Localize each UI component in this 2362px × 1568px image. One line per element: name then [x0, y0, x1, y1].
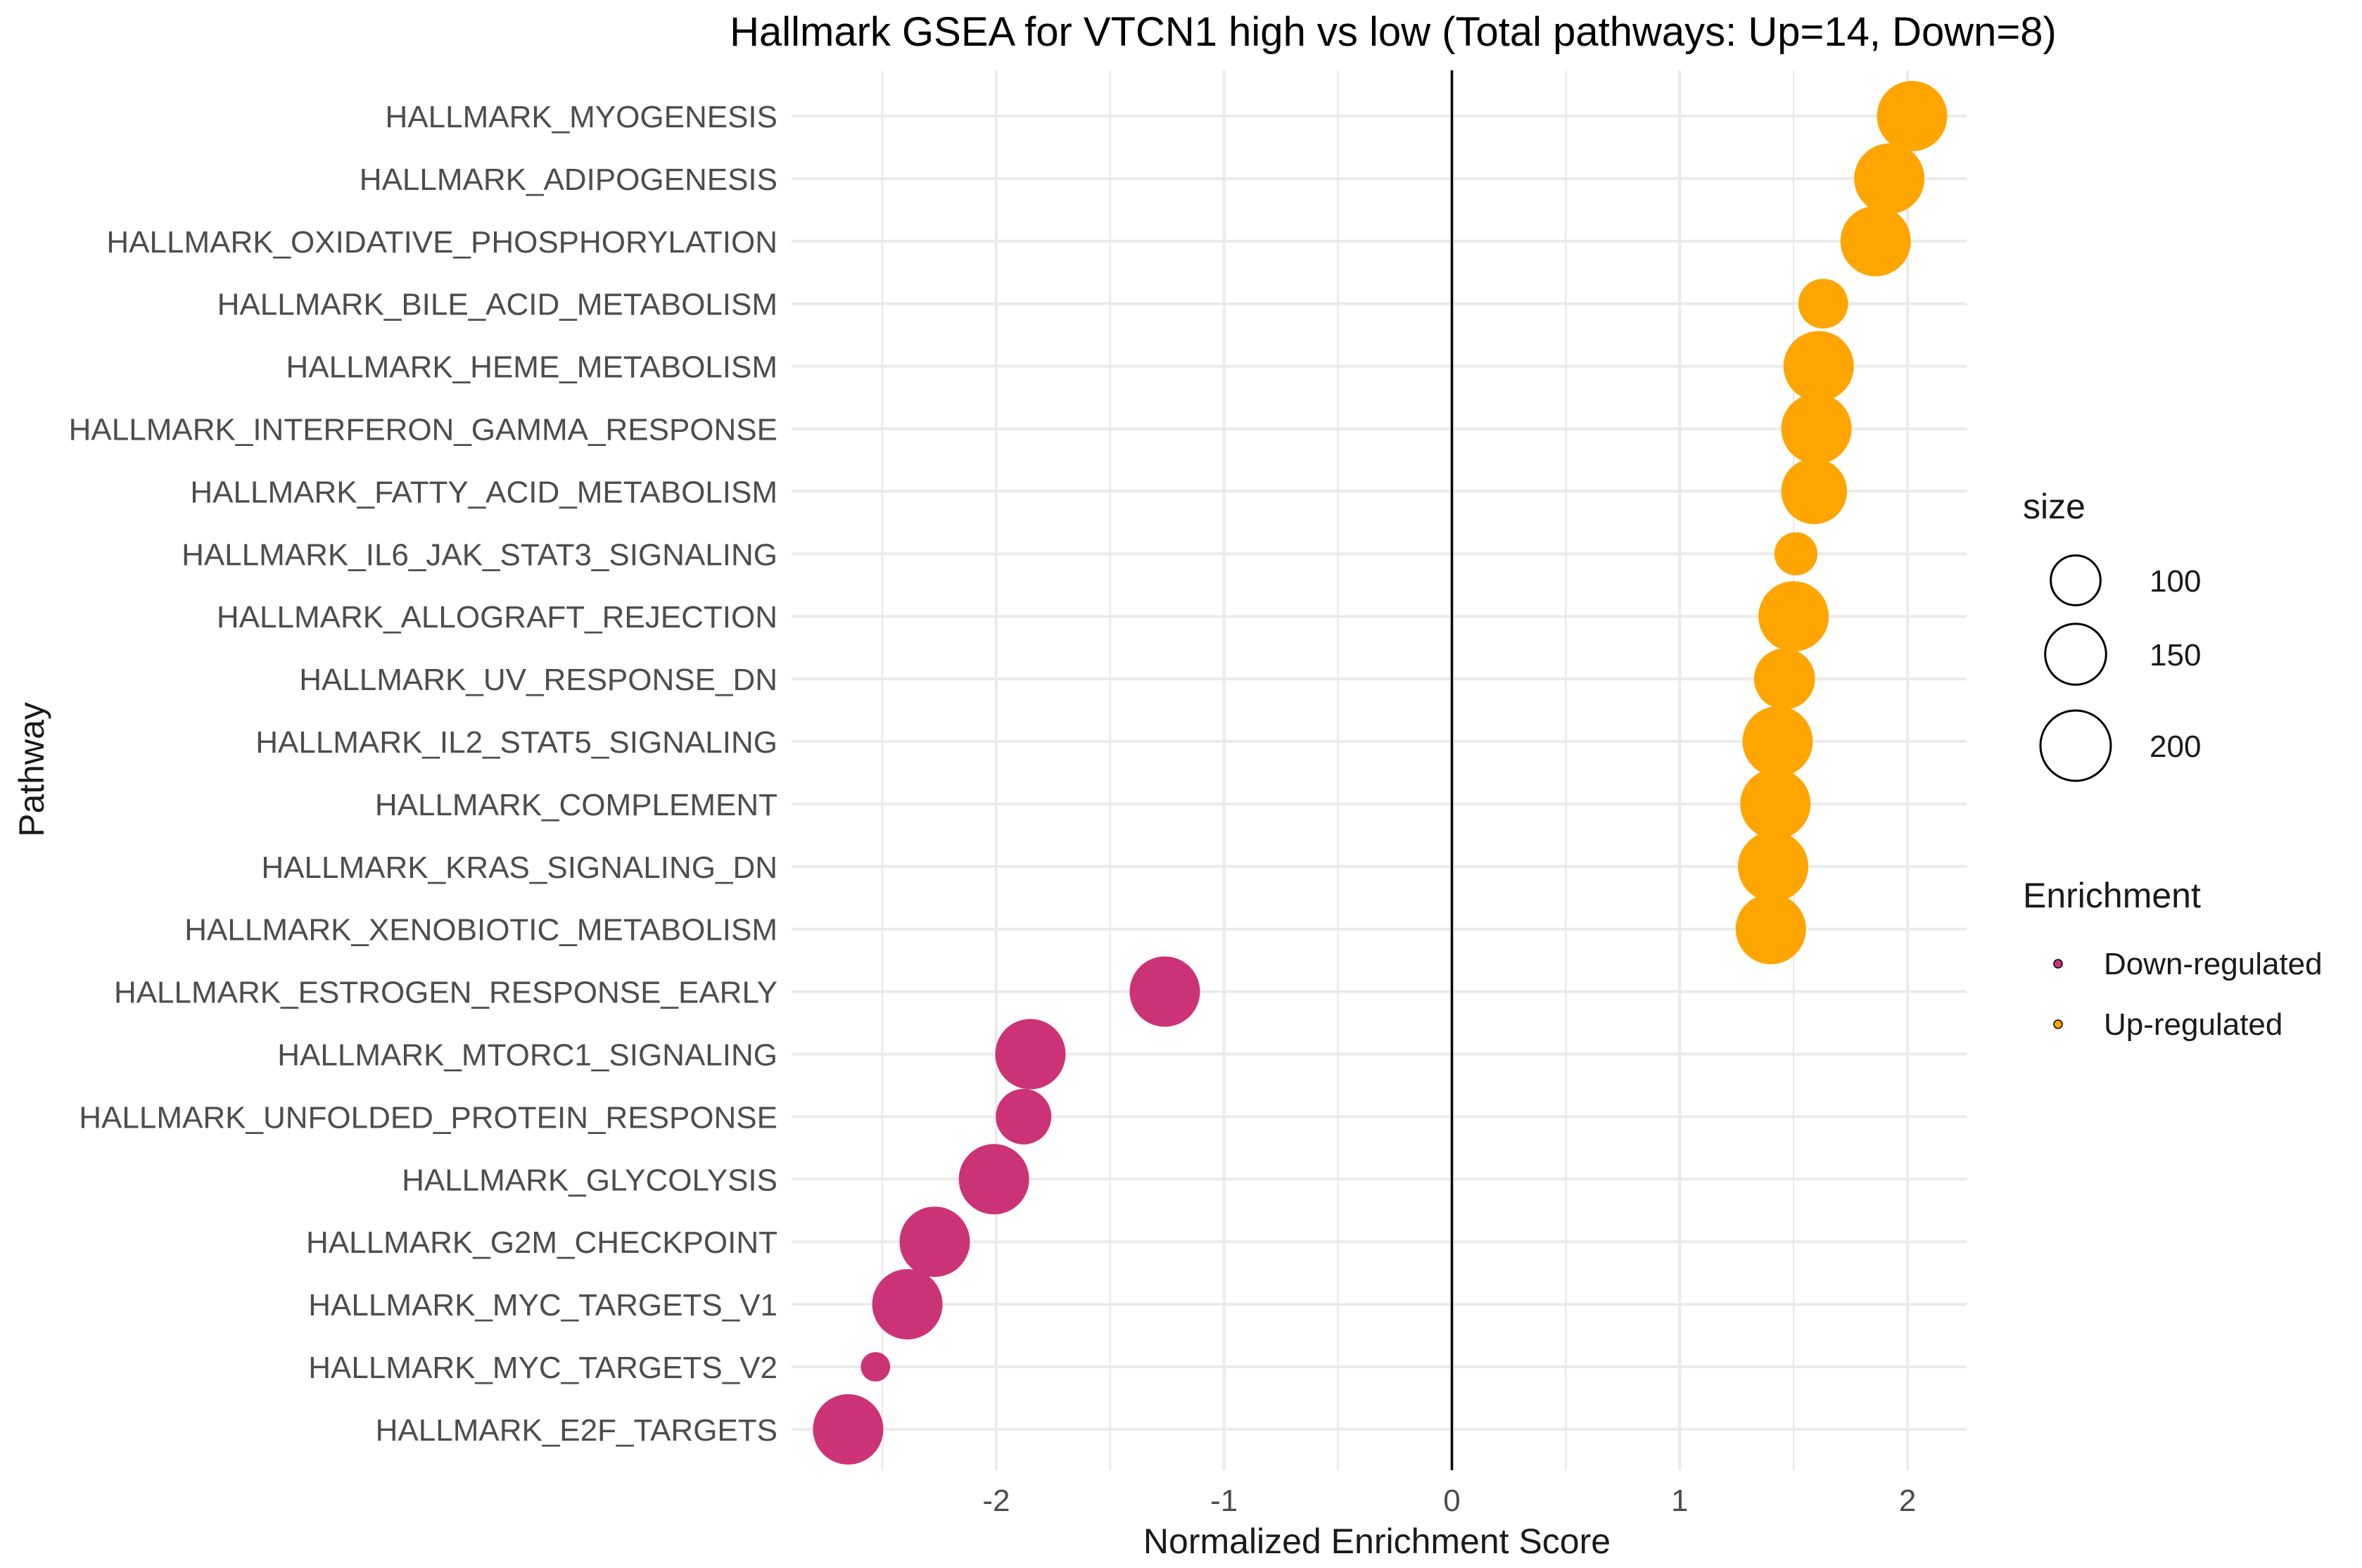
x-tick-label: -1 [1210, 1484, 1238, 1518]
pathway-label: HALLMARK_XENOBIOTIC_METABOLISM [184, 913, 777, 948]
pathway-label: HALLMARK_MYC_TARGETS_V2 [308, 1351, 777, 1385]
data-point [1781, 393, 1852, 464]
pathway-label: HALLMARK_MTORC1_SIGNALING [277, 1038, 777, 1073]
size-legend-key [2039, 709, 2112, 782]
size-legend-label: 200 [2150, 729, 2201, 764]
x-tick-label: 0 [1443, 1484, 1460, 1518]
data-point [813, 1394, 884, 1465]
x-axis-title: Normalized Enrichment Score [1143, 1522, 1611, 1561]
pathway-label: HALLMARK_ESTROGEN_RESPONSE_EARLY [114, 976, 777, 1010]
x-tick-label: 1 [1671, 1484, 1688, 1518]
pathway-label: HALLMARK_COMPLEMENT [375, 788, 777, 822]
data-point [1753, 648, 1815, 710]
chart-title: Hallmark GSEA for VTCN1 high vs low (Tot… [730, 9, 2057, 55]
pathway-label: HALLMARK_KRAS_SIGNALING_DN [261, 850, 777, 885]
data-point [1758, 581, 1829, 652]
data-point [958, 1144, 1029, 1215]
size-legend-label: 150 [2150, 638, 2201, 673]
data-point [1774, 532, 1818, 575]
y-axis-title: Pathway [12, 702, 51, 837]
pathway-label: HALLMARK_HEME_METABOLISM [286, 350, 777, 385]
data-point [1854, 143, 1925, 214]
pathway-label: HALLMARK_IL6_JAK_STAT3_SIGNALING [182, 537, 777, 572]
data-point [899, 1206, 970, 1277]
data-point [1840, 205, 1911, 276]
pathway-label: HALLMARK_MYC_TARGETS_V1 [308, 1288, 777, 1322]
data-point [1740, 768, 1811, 839]
x-tick-labels: -2 -1 0 1 2 [982, 1484, 1916, 1518]
legend: size 100 150 200 Enrichment Down-regulated… [2023, 487, 2323, 1042]
data-point [995, 1019, 1066, 1090]
data-point [1738, 831, 1809, 902]
size-legend-key [2050, 554, 2102, 606]
color-legend-title: Enrichment [2023, 876, 2201, 915]
size-legend-title: size [2023, 487, 2085, 526]
pathway-label: HALLMARK_UNFOLDED_PROTEIN_RESPONSE [79, 1100, 777, 1135]
color-legend-keys: Down-regulated Up-regulated [2053, 947, 2323, 1042]
pathway-label: HALLMARK_E2F_TARGETS [376, 1413, 777, 1448]
data-point [1129, 956, 1200, 1027]
pathway-label: HALLMARK_ADIPOGENESIS [360, 162, 777, 197]
data-point [1783, 331, 1854, 402]
data-point [872, 1269, 943, 1340]
pathway-label: HALLMARK_OXIDATIVE_PHOSPHORYLATION [106, 225, 777, 260]
pathway-label: HALLMARK_IL2_STAT5_SIGNALING [255, 725, 777, 760]
pathway-label: HALLMARK_FATTY_ACID_METABOLISM [190, 475, 777, 509]
color-legend-key [2053, 959, 2063, 969]
data-point [1798, 279, 1848, 329]
data-point [1781, 458, 1848, 525]
size-legend-key [2044, 623, 2107, 686]
pathway-label: HALLMARK_UV_RESPONSE_DN [299, 663, 777, 697]
pathway-tick-labels: HALLMARK_MYOGENESIS HALLMARK_ADIPOGENESIS… [69, 100, 777, 1448]
pathway-label: HALLMARK_BILE_ACID_METABOLISM [217, 288, 777, 322]
data-point [996, 1088, 1052, 1145]
pathway-label: HALLMARK_MYOGENESIS [386, 100, 778, 134]
data-points [813, 81, 1948, 1465]
pathway-label: HALLMARK_ALLOGRAFT_REJECTION [217, 600, 777, 635]
data-point [1735, 893, 1806, 964]
color-legend-label: Up-regulated [2104, 1007, 2282, 1042]
size-legend-keys: 100 150 200 [2039, 554, 2201, 782]
pathway-label: HALLMARK_G2M_CHECKPOINT [306, 1225, 777, 1260]
x-tick-label: -2 [982, 1484, 1010, 1518]
x-tick-label: 2 [1899, 1484, 1916, 1518]
data-point [1877, 81, 1948, 151]
data-point [1742, 706, 1813, 777]
data-point [861, 1352, 891, 1382]
color-legend-label: Down-regulated [2104, 947, 2323, 981]
color-legend-key [2053, 1019, 2063, 1029]
size-legend-label: 100 [2150, 564, 2201, 599]
pathway-label: HALLMARK_INTERFERON_GAMMA_RESPONSE [69, 413, 777, 447]
pathway-label: HALLMARK_GLYCOLYSIS [402, 1163, 777, 1197]
